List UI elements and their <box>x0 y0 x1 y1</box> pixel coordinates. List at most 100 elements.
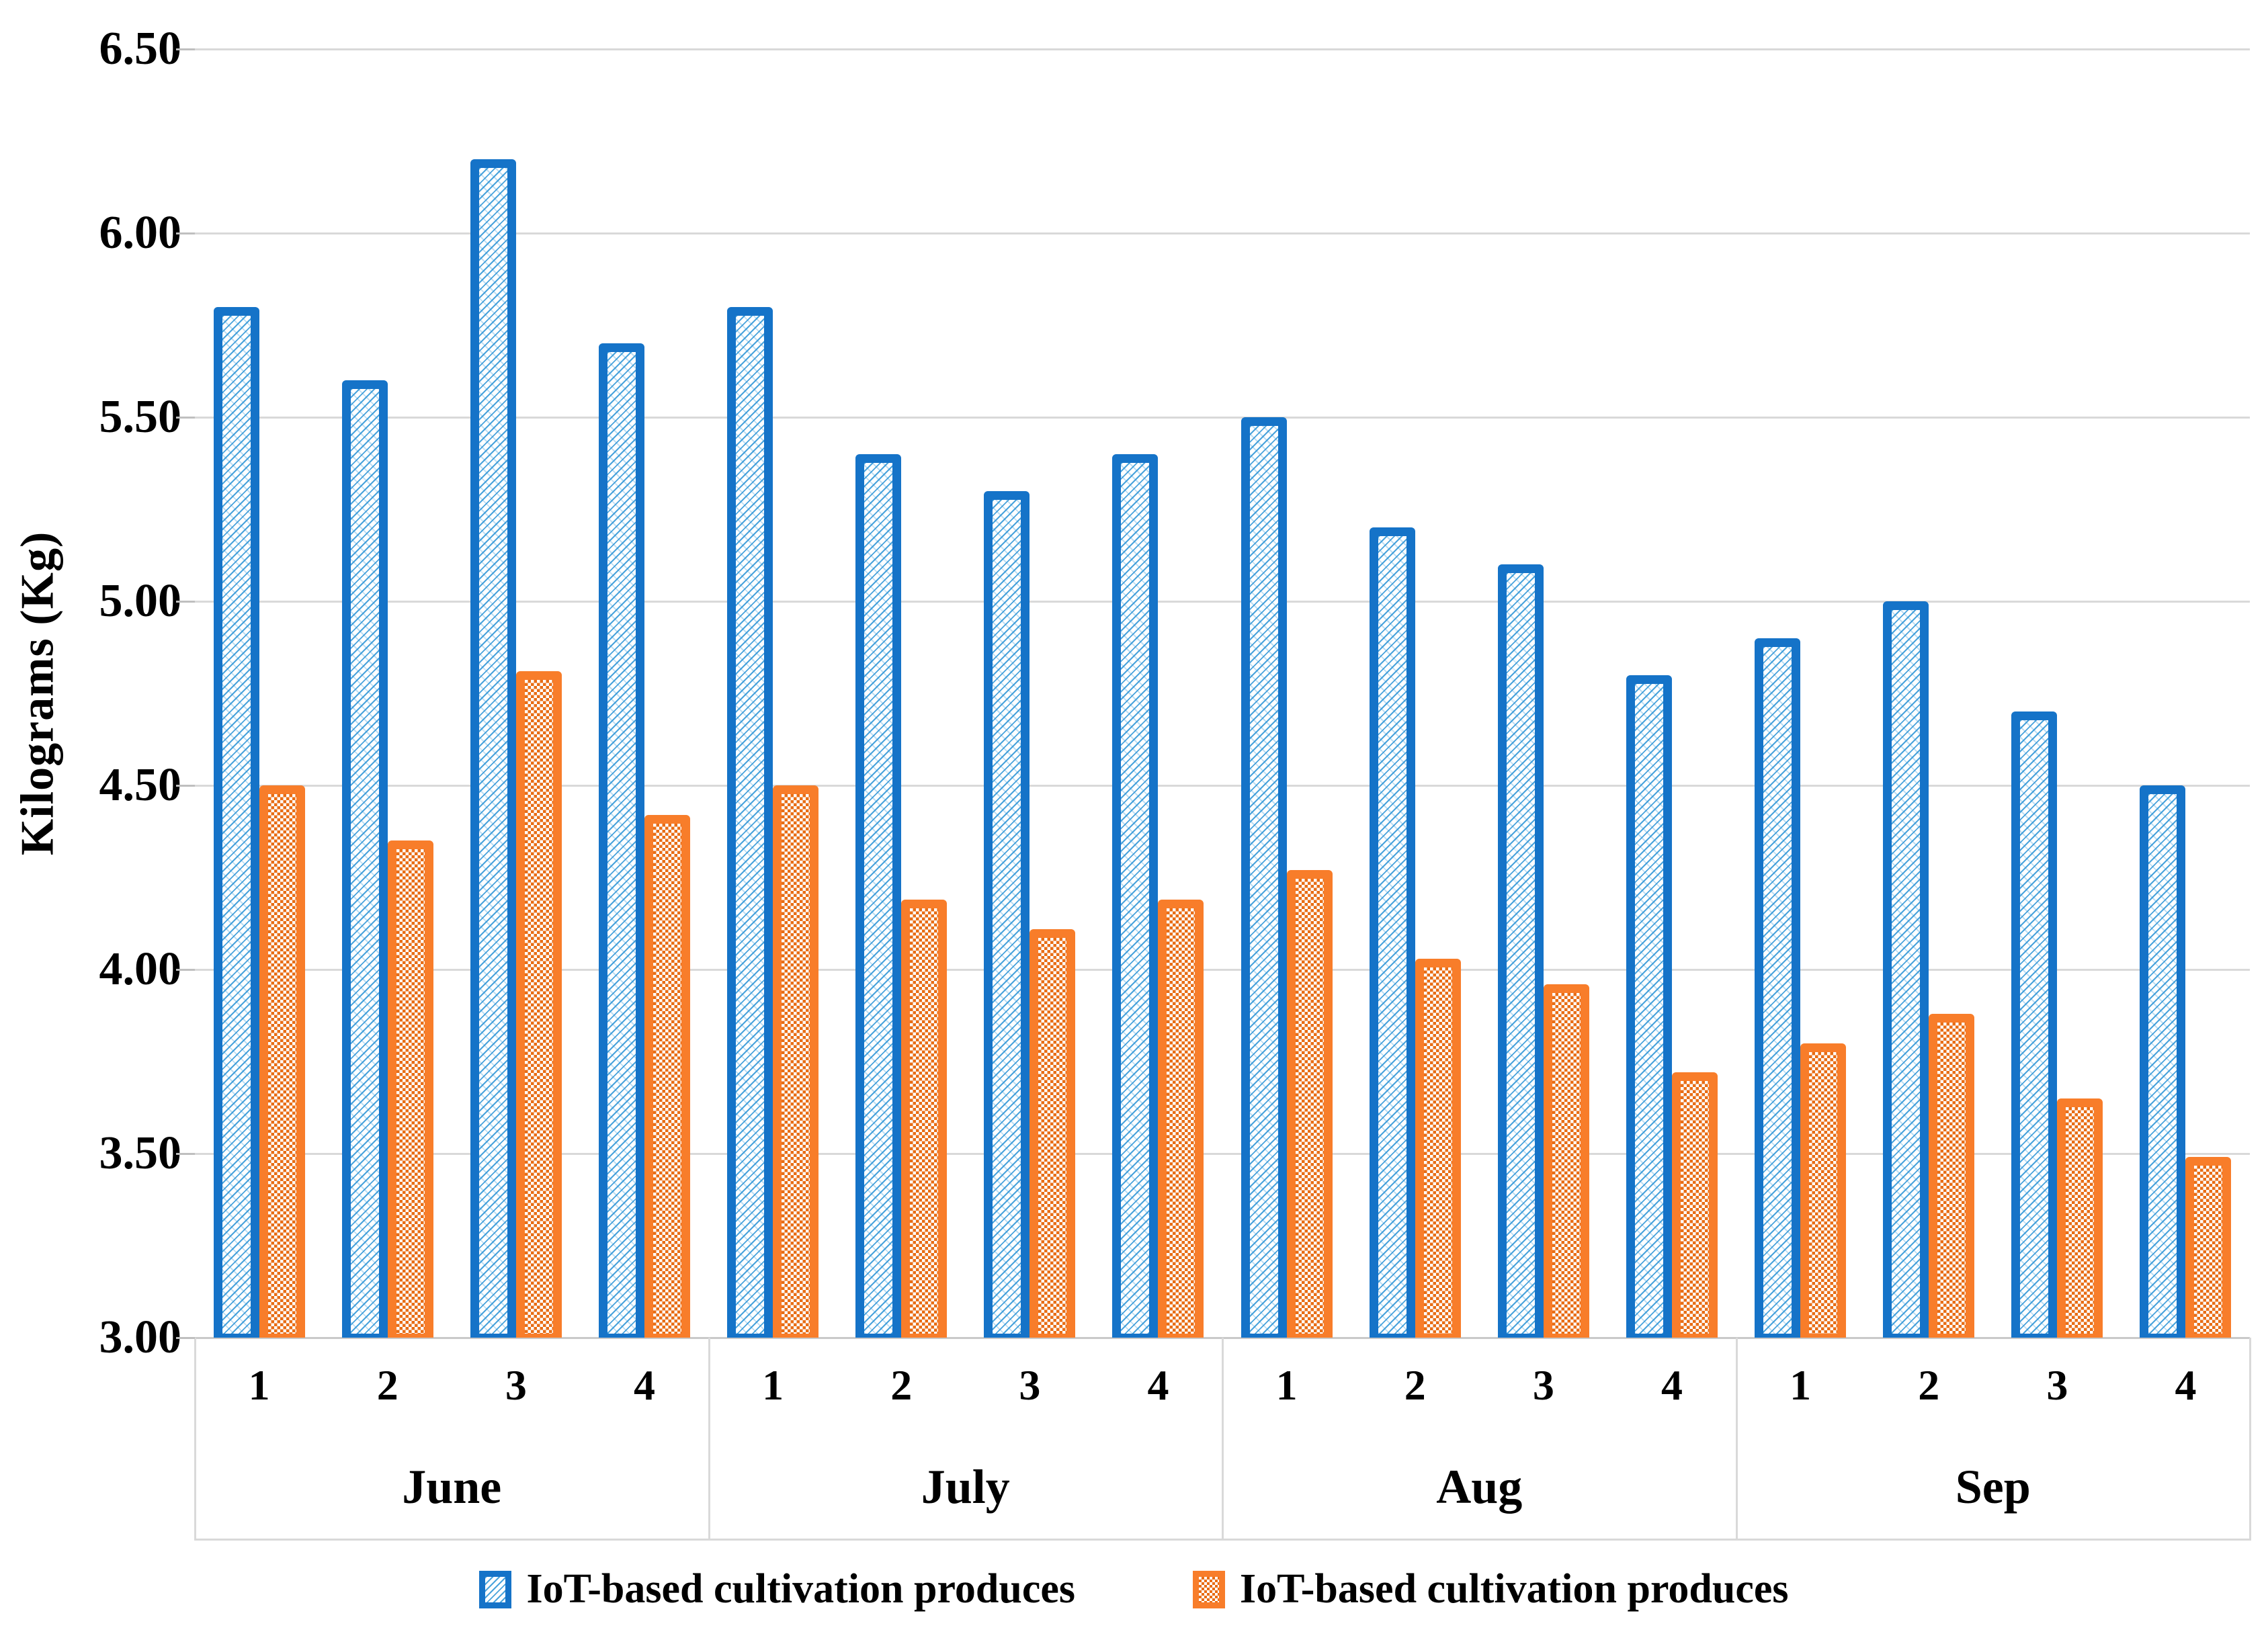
bar-june-week4-series2 <box>644 814 690 1338</box>
slot-sep-week4 <box>2122 49 2250 1338</box>
y-tick-label-6.50: 6.50 <box>99 23 182 75</box>
week-label-group-june: 1 2 3 4 <box>195 1338 709 1433</box>
week-labels-row: 1 2 3 4 1 2 3 4 1 2 3 4 1 2 3 4 <box>195 1338 2250 1433</box>
bar-group-aug <box>1222 49 1736 1338</box>
slot-aug-week4 <box>1607 49 1736 1338</box>
bar-june-week3-series1 <box>470 159 516 1338</box>
legend-swatch-orange-pattern-icon <box>1193 1570 1225 1608</box>
bar-sep-week1-series1 <box>1755 638 1801 1338</box>
bar-aug-week2-series1 <box>1369 527 1415 1338</box>
bars-container <box>195 49 2250 1338</box>
week-label-june-4: 4 <box>633 1361 655 1409</box>
bar-aug-week1-series1 <box>1241 417 1287 1338</box>
slot-july-week4 <box>1094 49 1222 1338</box>
y-tick-label-6.00: 6.00 <box>99 207 182 259</box>
month-label-sep: Sep <box>1955 1459 2031 1514</box>
y-tick-mark <box>176 232 195 234</box>
y-tick-mark <box>176 969 195 971</box>
week-label-june-3: 3 <box>505 1361 527 1409</box>
week-label-july-1: 1 <box>762 1361 784 1409</box>
bar-sep-week1-series2 <box>1800 1043 1847 1338</box>
bar-june-week1-series2 <box>259 785 305 1338</box>
slot-july-week2 <box>837 49 966 1338</box>
week-label-aug-4: 4 <box>1661 1361 1683 1409</box>
bar-july-week1-series1 <box>727 306 773 1338</box>
legend-item-series2: IoT-based cultivation produces <box>1193 1565 1789 1613</box>
week-label-group-sep: 1 2 3 4 <box>1736 1338 2251 1433</box>
bar-june-week2-series2 <box>387 840 433 1338</box>
bar-june-week3-series2 <box>515 671 562 1338</box>
slot-june-week3 <box>452 49 580 1338</box>
bar-sep-week3-series2 <box>2057 1098 2103 1338</box>
slot-aug-week3 <box>1479 49 1607 1338</box>
bar-group-june <box>195 49 709 1338</box>
y-tick-mark <box>176 48 195 50</box>
bar-july-week4-series1 <box>1112 454 1159 1338</box>
bar-july-week3-series1 <box>984 490 1030 1338</box>
slot-sep-week2 <box>1865 49 1993 1338</box>
week-label-july-3: 3 <box>1019 1361 1041 1409</box>
y-tick-label-3.00: 3.00 <box>99 1311 182 1363</box>
bar-sep-week2-series2 <box>1929 1013 1975 1338</box>
week-label-sep-4: 4 <box>2175 1361 2197 1409</box>
legend-item-series1: IoT-based cultivation produces <box>479 1565 1075 1613</box>
gridline-5.50 <box>195 416 2250 419</box>
week-label-july-4: 4 <box>1147 1361 1169 1409</box>
bar-sep-week3-series1 <box>2011 711 2058 1338</box>
bar-sep-week4-series2 <box>2185 1157 2232 1338</box>
week-label-aug-3: 3 <box>1532 1361 1554 1409</box>
week-label-july-2: 2 <box>890 1361 913 1409</box>
week-label-sep-2: 2 <box>1918 1361 1940 1409</box>
bar-sep-week4-series1 <box>2140 785 2186 1338</box>
gridline-6.50 <box>195 48 2250 50</box>
y-tick-mark <box>176 601 195 603</box>
bar-june-week1-series1 <box>213 306 259 1338</box>
band-bottom-line <box>195 1539 2250 1541</box>
bar-july-week4-series2 <box>1158 899 1204 1338</box>
month-label-june: June <box>402 1459 502 1514</box>
week-label-group-aug: 1 2 3 4 <box>1222 1338 1736 1433</box>
slot-june-week2 <box>323 49 452 1338</box>
category-axis-band: 1 2 3 4 1 2 3 4 1 2 3 4 1 2 3 4 June July Aug Sep <box>194 1338 2251 1541</box>
slot-sep-week1 <box>1736 49 1865 1338</box>
bar-july-week2-series1 <box>855 454 902 1338</box>
y-tick-label-4.00: 4.00 <box>99 943 182 995</box>
category-separator <box>1222 1338 1224 1541</box>
week-label-june-1: 1 <box>248 1361 270 1409</box>
y-tick-label-3.50: 3.50 <box>99 1127 182 1179</box>
gridline-3.50 <box>195 1153 2250 1155</box>
category-separator <box>708 1338 710 1541</box>
y-tick-label-5.50: 5.50 <box>99 391 182 443</box>
slot-aug-week1 <box>1222 49 1351 1338</box>
y-tick-label-4.50: 4.50 <box>99 759 182 811</box>
legend: IoT-based cultivation produces IoT-based… <box>0 1565 2268 1613</box>
plot-area <box>195 48 2250 1339</box>
y-tick-mark <box>176 1153 195 1155</box>
week-label-sep-3: 3 <box>2046 1361 2068 1409</box>
category-separator <box>194 1338 196 1541</box>
bar-july-week1-series2 <box>773 785 819 1338</box>
bar-aug-week4-series2 <box>1671 1072 1718 1338</box>
legend-label-series2: IoT-based cultivation produces <box>1240 1566 1789 1612</box>
bar-group-sep <box>1736 49 2251 1338</box>
week-label-aug-1: 1 <box>1275 1361 1298 1409</box>
week-label-sep-1: 1 <box>1790 1361 1812 1409</box>
bar-aug-week4-series1 <box>1626 675 1672 1338</box>
bar-june-week2-series1 <box>341 380 388 1338</box>
bar-aug-week2-series2 <box>1415 958 1461 1338</box>
y-tick-mark <box>176 417 195 419</box>
category-separator <box>2249 1338 2251 1541</box>
month-label-july: July <box>921 1459 1010 1514</box>
bar-june-week4-series1 <box>598 343 644 1338</box>
slot-july-week3 <box>966 49 1094 1338</box>
bar-july-week2-series2 <box>901 899 948 1338</box>
bar-july-week3-series2 <box>1030 929 1076 1338</box>
y-tick-mark <box>176 785 195 787</box>
gridline-4.50 <box>195 784 2250 787</box>
slot-july-week1 <box>709 49 837 1338</box>
month-labels-row: June July Aug Sep <box>195 1433 2250 1541</box>
y-tick-label-5.00: 5.00 <box>99 575 182 627</box>
gridline-5.00 <box>195 601 2250 603</box>
slot-june-week1 <box>195 49 323 1338</box>
